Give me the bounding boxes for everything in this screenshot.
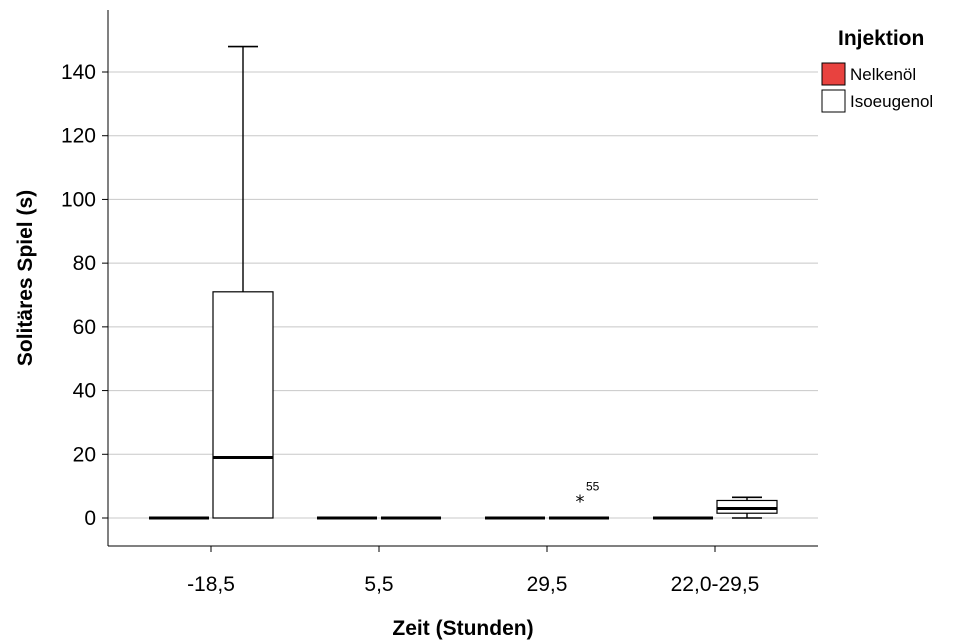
axes	[102, 10, 818, 552]
legend-label-0: Nelkenöl	[850, 65, 916, 84]
y-tick-labels: 0 20 40 60 80 100 120 140	[61, 61, 96, 530]
legend-label-1: Isoeugenol	[850, 92, 933, 111]
outlier-marker: *	[576, 491, 585, 512]
legend: Injektion Nelkenöl Isoeugenol	[821, 27, 933, 113]
ytick-label-80: 80	[73, 252, 96, 275]
box-1-3	[716, 496, 778, 519]
ytick-label-40: 40	[73, 380, 96, 403]
ytick-label-20: 20	[73, 443, 96, 466]
ytick-label-120: 120	[61, 125, 96, 148]
box-body	[212, 291, 274, 519]
xtick-label-3: 22,0-29,5	[671, 573, 760, 596]
xtick-label-0: -18,5	[187, 573, 235, 596]
xtick-label-2: 29,5	[527, 573, 568, 596]
legend-title: Injektion	[838, 27, 924, 50]
box-1-2: *55	[549, 479, 609, 520]
x-axis-title: Zeit (Stunden)	[392, 617, 533, 640]
y-axis-title: Solitäres Spiel (s)	[14, 190, 37, 366]
ytick-label-100: 100	[61, 188, 96, 211]
boxes: *55	[149, 45, 778, 520]
box-1-0	[212, 45, 274, 519]
outlier-label: 55	[586, 479, 600, 493]
ytick-label-60: 60	[73, 316, 96, 339]
box-body	[716, 499, 778, 514]
x-tick-labels: -18,5 5,5 29,5 22,0-29,5	[187, 573, 759, 596]
legend-swatch-1	[821, 89, 846, 113]
legend-swatch-0	[821, 62, 846, 86]
xtick-label-1: 5,5	[364, 573, 393, 596]
ytick-label-0: 0	[84, 507, 96, 530]
ytick-label-140: 140	[61, 61, 96, 84]
